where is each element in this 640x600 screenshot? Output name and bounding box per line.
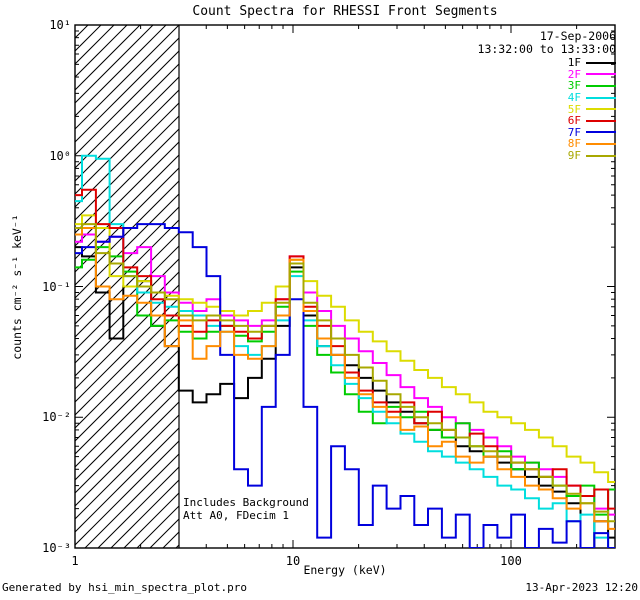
legend-item-7F: 7F	[567, 125, 616, 139]
legend-item-3F: 3F	[567, 79, 616, 93]
legend-line-swatch	[586, 154, 616, 157]
chart-title: Count Spectra for RHESSI Front Segments	[192, 4, 498, 19]
legend-item-5F: 5F	[567, 102, 616, 116]
legend-item-6F: 6F	[567, 114, 616, 128]
legend-line-swatch	[586, 73, 616, 76]
legend-label: 8F	[567, 137, 581, 151]
axes	[74, 24, 616, 549]
series-lines	[75, 154, 615, 548]
legend-line-swatch	[586, 84, 616, 87]
legend-label: 5F	[567, 102, 581, 116]
x-tick-label: 10	[285, 554, 301, 568]
x-axis-label: Energy (keV)	[303, 563, 387, 577]
date-annotation: 17-Sep-2006	[539, 29, 616, 43]
legend: 1F 2F 3F 4F 5F 6F 7F 8F 9F	[567, 56, 616, 163]
legend-label: 1F	[567, 56, 581, 70]
y-tick-label: 10⁰	[49, 148, 71, 163]
legend-label: 9F	[567, 149, 581, 163]
legend-label: 2F	[567, 67, 581, 81]
attenuator-note: Att A0, FDecim 1	[183, 509, 289, 522]
legend-item-2F: 2F	[567, 67, 616, 81]
background-note: Includes Background	[183, 496, 309, 509]
generation-timestamp: 13-Apr-2023 12:20	[525, 581, 638, 594]
x-tick-label: 1	[71, 554, 79, 568]
legend-line-swatch	[586, 108, 616, 111]
legend-item-8F: 8F	[567, 137, 616, 151]
time-range-annotation: 13:32:00 to 13:33:00	[477, 42, 616, 56]
legend-item-4F: 4F	[567, 91, 616, 105]
series-9F	[75, 223, 615, 523]
legend-line-swatch	[586, 142, 616, 145]
legend-label: 7F	[567, 125, 581, 139]
legend-label: 4F	[567, 91, 581, 105]
series-7F	[75, 223, 615, 548]
legend-line-swatch	[586, 131, 616, 134]
y-tick-label: 10⁻¹	[42, 279, 71, 294]
legend-line-swatch	[586, 61, 616, 64]
legend-label: 3F	[567, 79, 581, 93]
legend-item-9F: 9F	[567, 149, 616, 163]
y-tick-label: 10¹	[49, 18, 71, 32]
legend-line-swatch	[586, 96, 616, 99]
legend-item-1F: 1F	[567, 56, 616, 70]
y-tick-label: 10⁻³	[42, 541, 71, 555]
generator-credit: Generated by hsi_min_spectra_plot.pro	[2, 581, 248, 594]
y-tick-label: 10⁻²	[42, 410, 71, 425]
series-8F	[75, 227, 615, 530]
x-tick-label: 100	[500, 554, 522, 568]
legend-line-swatch	[586, 119, 616, 122]
y-axis-label: counts cm⁻² s⁻¹ keV⁻¹	[10, 214, 24, 360]
legend-label: 6F	[567, 114, 581, 128]
